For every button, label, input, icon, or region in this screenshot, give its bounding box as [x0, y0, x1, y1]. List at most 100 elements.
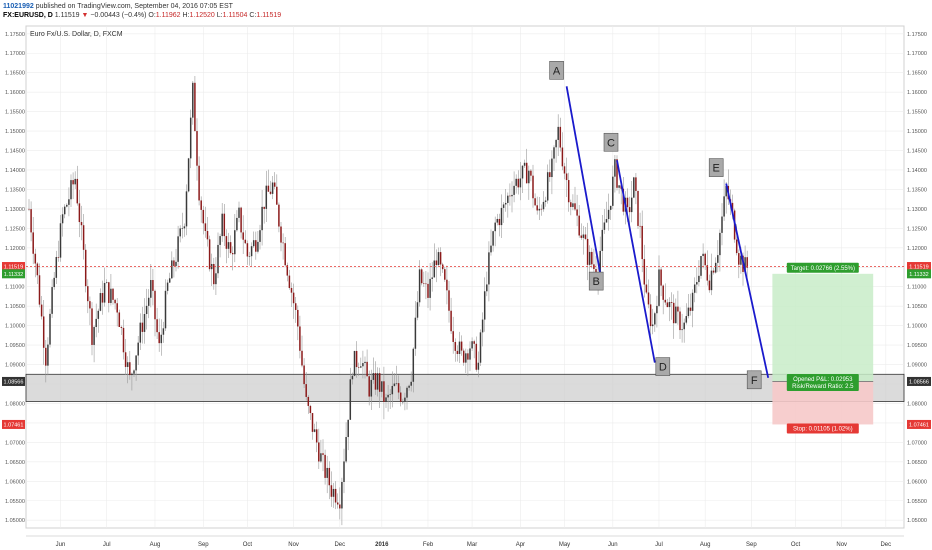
candle-body	[315, 429, 318, 443]
candle-body	[746, 257, 748, 268]
candle-body	[383, 381, 385, 402]
candle-body	[303, 365, 305, 385]
y-tick-label-right: 1.17000	[907, 51, 927, 57]
candle-body	[355, 350, 358, 368]
candle-body	[637, 190, 639, 226]
candle-body	[147, 297, 150, 306]
candle-body	[345, 437, 347, 462]
candle-body	[175, 261, 177, 266]
x-tick-label: Nov	[836, 542, 847, 548]
candle-body	[259, 230, 261, 242]
candle-body	[425, 283, 427, 285]
stop-price-tag-right-text: 1.07461	[909, 422, 929, 428]
candle-body	[523, 162, 526, 166]
candle-body	[410, 381, 412, 386]
author-name[interactable]: 11021992	[3, 3, 34, 10]
overlay-layer: Target: 0.02766 (2.55%) Opened P&L: 0.029…	[26, 61, 904, 434]
candle-body	[99, 293, 102, 311]
candle-body	[414, 317, 417, 349]
candle-body	[723, 196, 725, 217]
pattern-label-text: E	[713, 163, 720, 175]
candle-body	[641, 225, 643, 260]
pattern-label-text: A	[553, 65, 561, 77]
candle-body	[639, 225, 641, 227]
candle-body	[599, 250, 601, 273]
candle-body	[555, 139, 557, 148]
candle-body	[433, 260, 436, 278]
target-price-tag-left-text: 1.11332	[4, 272, 23, 278]
stop-price-tag-left	[2, 419, 25, 429]
y-tick-label-right: 1.15500	[907, 110, 927, 116]
candle-body	[122, 327, 125, 353]
candle-body	[267, 185, 270, 192]
candle-body	[301, 350, 303, 366]
candle-body	[236, 217, 238, 231]
entry-price-tag-left	[2, 376, 25, 386]
x-tick-label: Dec	[334, 542, 345, 548]
candle-body	[370, 379, 373, 397]
candle-body	[242, 232, 244, 240]
y-tick-label-left: 1.14500	[5, 149, 25, 155]
candle-body	[116, 303, 118, 313]
candle-body	[444, 269, 446, 280]
y-tick-label-left: 1.12000	[5, 246, 25, 252]
candle-body	[234, 230, 236, 255]
pnl-badge-bg	[786, 373, 859, 391]
candle-body	[530, 170, 532, 176]
candle-body	[582, 234, 585, 238]
candle-body	[431, 277, 433, 279]
header-line-2: FX:EURUSD, D 1.11519 ▼ −0.00443 (−0.4%) …	[3, 11, 281, 20]
candle-body	[462, 350, 465, 363]
candle-body	[351, 375, 354, 380]
y-tick-label-right: 1.16500	[907, 71, 927, 77]
candle-body	[429, 278, 431, 298]
target-price-tag-right-text: 1.11332	[909, 272, 928, 278]
close-value: 1.11519	[256, 12, 282, 19]
candle-body	[68, 199, 70, 205]
candle-body	[492, 231, 494, 246]
pattern-label-box	[746, 370, 762, 390]
x-tick-label: Dec	[880, 542, 891, 548]
candle-body	[101, 293, 104, 303]
candle-body	[446, 279, 448, 291]
candle-body	[189, 117, 192, 159]
candle-body	[557, 126, 559, 140]
candle-body	[416, 302, 419, 318]
x-tick-label: Apr	[516, 542, 525, 548]
candle-body	[93, 327, 95, 345]
candle-body	[689, 307, 692, 311]
candle-body	[271, 182, 274, 194]
candle-body	[691, 292, 694, 311]
y-tick-label-left: 1.16500	[5, 71, 25, 77]
candle-body	[668, 302, 671, 308]
pattern-point-b: B	[588, 271, 604, 291]
candle-body	[572, 203, 574, 207]
low-value: 1.11504	[222, 12, 248, 19]
candle-body	[173, 260, 175, 266]
candle-body	[326, 467, 328, 478]
candle-body	[108, 282, 110, 303]
candle-body	[70, 180, 72, 200]
candle-body	[118, 312, 121, 327]
candle-body	[307, 396, 310, 406]
y-tick-label-left: 1.13500	[5, 187, 25, 193]
candle-body	[561, 147, 564, 167]
entry-price-tag-right-text: 1.08566	[909, 379, 929, 385]
candle-body	[515, 178, 517, 186]
candle-body	[177, 236, 179, 262]
y-tick-label-right: 1.13000	[907, 207, 927, 213]
entry-price-tag-right	[907, 376, 931, 386]
candle-body	[708, 280, 711, 291]
candle-body	[399, 392, 402, 402]
candle-body	[59, 223, 62, 258]
candle-body	[717, 255, 719, 263]
candle-body	[30, 209, 32, 233]
y-tick-label-right: 1.07000	[907, 440, 927, 446]
candle-body	[496, 218, 499, 223]
target-price-tag-right	[907, 269, 931, 279]
candle-body	[500, 207, 503, 226]
candle-body	[465, 353, 467, 363]
candle-body	[103, 282, 106, 303]
y-tick-label-left: 1.06000	[5, 479, 25, 485]
